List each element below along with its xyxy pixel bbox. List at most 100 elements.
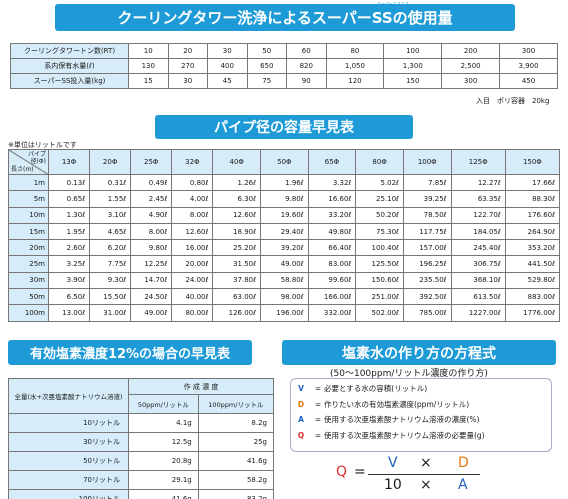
cooling-row-label: クーリングタワートン数(RT) bbox=[10, 43, 129, 59]
pipe-capacity-cell: 25.10ℓ bbox=[355, 190, 404, 208]
pipe-capacity-cell: 126.00ℓ bbox=[212, 304, 262, 322]
pipe-capacity-cell: 33.20ℓ bbox=[307, 206, 357, 224]
chlorine-header-row: 全量(水+次亜塩素酸ナトリウム溶液) 作 成 濃 度 bbox=[8, 378, 274, 414]
pipe-diameter-header: 20Φ bbox=[89, 149, 132, 175]
pipe-capacity-cell: 16.00ℓ bbox=[171, 239, 214, 257]
cooling-cell: 400 bbox=[207, 58, 248, 74]
corner-length-label: 長さ(m) bbox=[11, 166, 34, 173]
volume-label: 10リットル bbox=[8, 413, 129, 433]
section3-title-banner: 有効塩素濃度12%の場合の早見表 bbox=[8, 340, 252, 365]
pipe-capacity-cell: 29.40ℓ bbox=[260, 222, 309, 241]
section4-subtitle: (50～100ppm/リットル濃度の作り方) bbox=[330, 369, 488, 379]
cooling-cell: 30 bbox=[167, 73, 208, 89]
pipe-row: 50m 6.50ℓ 15.50ℓ 24.50ℓ 40.00ℓ 63.00ℓ 98.00ℓ 16… bbox=[8, 288, 561, 306]
pipe-row: 20m 2.60ℓ 6.20ℓ 9.80ℓ 16.00ℓ 25.20ℓ 39.20ℓ 66.4… bbox=[8, 239, 561, 257]
pipe-capacity-cell: 88.30ℓ bbox=[504, 190, 561, 208]
pipe-capacity-cell: 3.32ℓ bbox=[307, 173, 357, 192]
pipe-capacity-cell: 80.00ℓ bbox=[171, 304, 214, 322]
chlorine-row: 50リットル 20.8g 41.6g bbox=[8, 451, 275, 471]
cooling-cell: 1,050 bbox=[325, 58, 385, 74]
definition-equals: = bbox=[314, 384, 322, 394]
pipe-diameter-header: 40Φ bbox=[212, 149, 262, 175]
pipe-capacity-cell: 529.80ℓ bbox=[504, 271, 561, 290]
pipe-capacity-cell: 235.50ℓ bbox=[402, 271, 452, 290]
pipe-capacity-cell: 15.50ℓ bbox=[89, 288, 132, 306]
pipe-row: 10m 1.30ℓ 3.10ℓ 4.90ℓ 8.00ℓ 12.60ℓ 19.60ℓ 33.20… bbox=[8, 206, 561, 224]
pipe-capacity-cell: 0.31ℓ bbox=[89, 173, 132, 192]
pipe-capacity-cell: 0.80ℓ bbox=[171, 173, 214, 192]
corner-diameter-label: パイプ 径(Φ) bbox=[27, 151, 46, 165]
cooling-row: 系内保有水量(ℓ) 130 270 400 650 820 1,050 1,300 2,500 3… bbox=[10, 58, 558, 74]
chlorine-row: 70リットル 29.1g 58.2g bbox=[8, 470, 275, 490]
definition-var: A bbox=[298, 415, 304, 425]
pipe-capacity-cell: 176.60ℓ bbox=[504, 206, 561, 224]
formula-equals: = bbox=[354, 464, 366, 480]
pipe-capacity-cell: 196.00ℓ bbox=[260, 304, 309, 322]
cooling-cell: 130 bbox=[128, 58, 169, 74]
pipe-capacity-cell: 9.80ℓ bbox=[260, 190, 309, 208]
pipe-diameter-header: 25Φ bbox=[130, 149, 173, 175]
pipe-capacity-cell: 3.25ℓ bbox=[47, 255, 91, 273]
cooling-cell: 150 bbox=[383, 73, 443, 89]
formula-num-b: D bbox=[458, 455, 469, 471]
fraction-line bbox=[368, 474, 480, 475]
chlorine-row: 10リットル 4.1g 8.2g bbox=[8, 413, 275, 433]
definition-row: A = 使用する次亜塩素酸ナトリウム溶液の濃度(%) bbox=[290, 412, 562, 428]
dose-50ppm: 41.6g bbox=[128, 489, 199, 499]
pipe-capacity-cell: 31.50ℓ bbox=[212, 255, 262, 273]
pipe-capacity-cell: 9.80ℓ bbox=[130, 239, 173, 257]
pipe-row: 1m 0.13ℓ 0.31ℓ 0.49ℓ 0.80ℓ 1.26ℓ 1.96ℓ 3.32ℓ 5.0… bbox=[8, 173, 561, 192]
pipe-capacity-cell: 50.20ℓ bbox=[355, 206, 404, 224]
definition-row: V = 必要とする水の容積(リットル) bbox=[290, 381, 562, 397]
pipe-capacity-cell: 5.02ℓ bbox=[355, 173, 404, 192]
definitions-list: V = 必要とする水の容積(リットル) D = 作りたい水の有効塩素濃度(ppm/リットル… bbox=[290, 381, 562, 443]
col-50ppm-header: 50ppm/リットル bbox=[128, 394, 199, 414]
pipe-capacity-cell: 353.20ℓ bbox=[504, 239, 561, 257]
pipe-capacity-cell: 20.00ℓ bbox=[171, 255, 214, 273]
pipe-capacity-cell: 785.00ℓ bbox=[402, 304, 452, 322]
pipe-length-label: 100m bbox=[8, 304, 49, 322]
pipe-header-row: パイプ 径(Φ) 長さ(m) 13Φ 20Φ 25Φ 32Φ 40Φ 50Φ 65Φ 80Φ 100… bbox=[8, 149, 561, 175]
cooling-row-label: スーパーSS投入量(kg) bbox=[10, 73, 129, 89]
pipe-capacity-cell: 12.60ℓ bbox=[212, 206, 262, 224]
pipe-capacity-cell: 332.00ℓ bbox=[307, 304, 357, 322]
section2-title-banner: パイプ径の容量早見表 bbox=[155, 115, 413, 139]
pipe-capacity-cell: 58.80ℓ bbox=[260, 271, 309, 290]
cooling-cell: 300 bbox=[441, 73, 501, 89]
pipe-capacity-cell: 8.00ℓ bbox=[130, 222, 173, 241]
cooling-cell: 60 bbox=[286, 43, 327, 59]
formula-lhs: Q bbox=[336, 464, 348, 480]
pipe-capacity-cell: 4.90ℓ bbox=[130, 206, 173, 224]
formula-den-a: 10 bbox=[384, 477, 402, 493]
formula-num-a: V bbox=[388, 455, 398, 471]
cooling-cell: 650 bbox=[246, 58, 287, 74]
pipe-capacity-cell: 24.50ℓ bbox=[130, 288, 173, 306]
section3-title: 有効塩素濃度12%の場合の早見表 bbox=[29, 347, 231, 362]
pipe-capacity-cell: 13.00ℓ bbox=[47, 304, 91, 322]
section4-title: 塩素水の作り方の方程式 bbox=[342, 345, 496, 362]
definition-equals: = bbox=[314, 415, 322, 425]
pipe-row: 5m 0.65ℓ 1.55ℓ 2.45ℓ 4.00ℓ 6.30ℓ 9.80ℓ 16.60ℓ 25… bbox=[8, 190, 561, 208]
pipe-length-label: 50m bbox=[8, 288, 49, 306]
pipe-capacity-cell: 39.20ℓ bbox=[260, 239, 309, 257]
section4-title-banner: 塩素水の作り方の方程式 bbox=[282, 340, 556, 365]
pipe-capacity-cell: 0.65ℓ bbox=[47, 190, 91, 208]
pipe-capacity-cell: 16.60ℓ bbox=[307, 190, 357, 208]
pipe-capacity-cell: 63.35ℓ bbox=[450, 190, 506, 208]
cooling-cell: 2,500 bbox=[441, 58, 501, 74]
pipe-capacity-cell: 37.80ℓ bbox=[212, 271, 262, 290]
pipe-capacity-cell: 49.80ℓ bbox=[307, 222, 357, 241]
cooling-cell: 30 bbox=[207, 43, 248, 59]
pipe-capacity-cell: 83.00ℓ bbox=[307, 255, 357, 273]
formula-den-b: A bbox=[458, 477, 468, 493]
pipe-capacity-cell: 1.30ℓ bbox=[47, 206, 91, 224]
cooling-cell: 270 bbox=[167, 58, 208, 74]
dose-100ppm: 58.2g bbox=[197, 470, 275, 490]
chlorine-row: 100リットル 41.6g 83.2g bbox=[8, 489, 275, 499]
pipe-capacity-cell: 502.00ℓ bbox=[355, 304, 404, 322]
pipe-capacity-cell: 1.95ℓ bbox=[47, 222, 91, 241]
cooling-cell: 15 bbox=[128, 73, 169, 89]
pipe-capacity-cell: 100.40ℓ bbox=[355, 239, 404, 257]
pipe-length-label: 10m bbox=[8, 206, 49, 224]
definition-text: 使用する次亜塩素酸ナトリウム溶液の濃度(%) bbox=[324, 415, 480, 425]
